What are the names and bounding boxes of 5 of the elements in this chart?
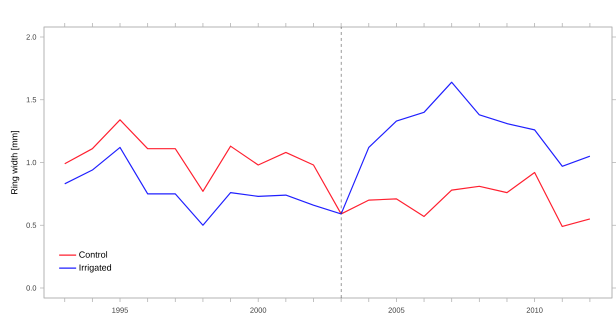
line-series (64, 119, 590, 228)
y-axis-title: Ring width [mm] (10, 131, 20, 194)
line-series (64, 82, 590, 226)
legend-label: Control (79, 251, 108, 258)
legend-label: Irrigated (80, 264, 112, 272)
